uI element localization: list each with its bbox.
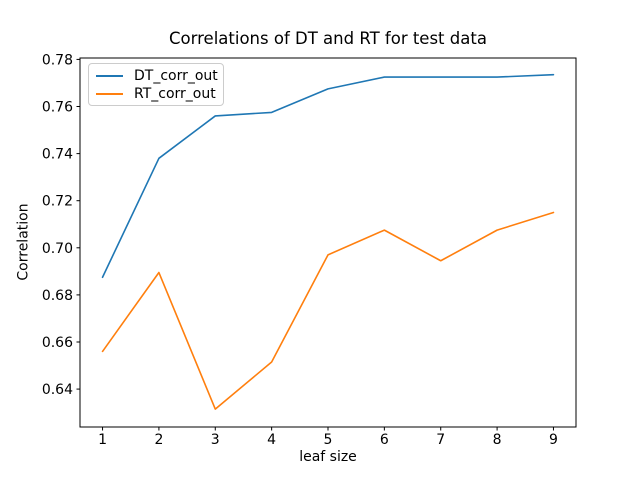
y-tick-label: 0.66 [42,335,73,351]
y-tick-label: 0.76 [42,100,73,116]
y-tick-label: 0.68 [42,288,73,304]
x-tick-label: 4 [267,432,276,448]
legend-entry: DT_corr_out [96,67,218,85]
legend-line-swatch-rt [96,92,123,96]
y-tick-label: 0.72 [42,194,73,210]
plot-area [79,57,577,428]
x-tick-label: 9 [549,432,558,448]
y-tick-label: 0.78 [42,52,73,68]
legend-entry: RT_corr_out [96,85,218,103]
x-tick-label: 1 [98,432,107,448]
legend-label-dt: DT_corr_out [134,68,218,84]
y-tick-label: 0.70 [42,241,73,257]
x-tick-label: 3 [211,432,220,448]
line-rt-corr-out [101,211,555,410]
x-tick-label: 6 [380,432,389,448]
chart-title: Correlations of DT and RT for test data [169,29,487,48]
x-tick-label: 2 [154,432,163,448]
line-dt-corr-out [101,73,555,279]
x-tick-label: 8 [493,432,502,448]
legend-line-swatch-dt [96,74,123,78]
y-axis-label: Correlation [15,203,32,281]
x-axis-label: leaf size [299,449,357,465]
y-tick-label: 0.74 [42,147,73,163]
y-tick-label: 0.64 [42,382,73,398]
x-tick-label: 7 [436,432,445,448]
x-tick-label: 5 [324,432,333,448]
legend: DT_corr_out RT_corr_out [88,63,224,106]
legend-label-rt: RT_corr_out [134,86,216,102]
